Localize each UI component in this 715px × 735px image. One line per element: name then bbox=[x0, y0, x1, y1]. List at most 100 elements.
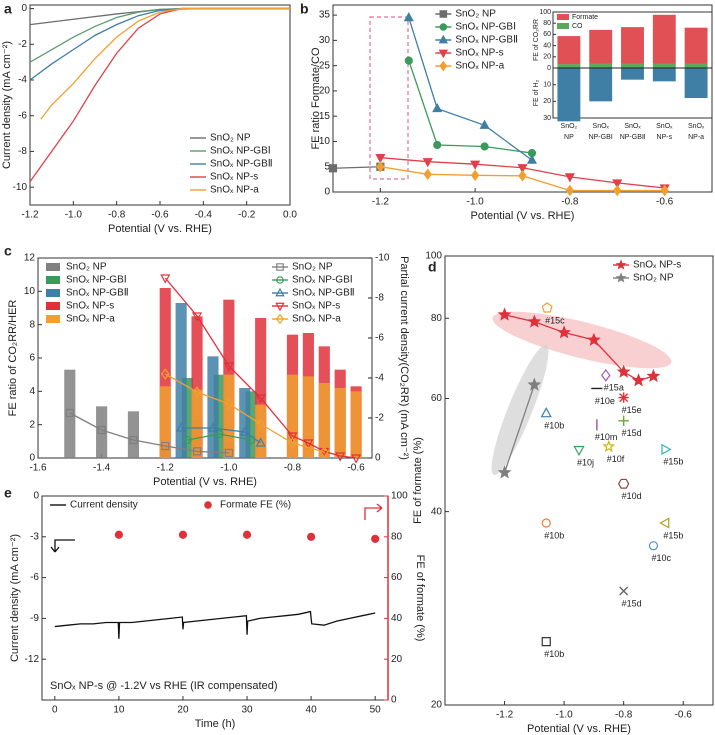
bar bbox=[255, 318, 267, 458]
y2-tick-label: 20 bbox=[543, 98, 551, 105]
data-point bbox=[288, 437, 297, 449]
x-tick-label: 10 bbox=[113, 705, 125, 716]
bar bbox=[223, 374, 235, 458]
data-point bbox=[239, 426, 250, 436]
y-tick-label: 80 bbox=[543, 20, 551, 27]
y-tick-label: 6 bbox=[29, 353, 35, 364]
legend-swatch bbox=[557, 23, 569, 29]
data-point bbox=[541, 518, 551, 528]
highlight-ellipse bbox=[491, 344, 549, 476]
data-point bbox=[335, 452, 346, 462]
legend-marker bbox=[439, 23, 448, 31]
data-point bbox=[618, 415, 629, 426]
y-tick-label: 60 bbox=[431, 393, 443, 404]
y2-axis-label: FE of formate (%) bbox=[414, 555, 426, 642]
category-label: SnO₂ bbox=[561, 123, 578, 130]
x-tick-label: -1.4 bbox=[93, 463, 111, 474]
x-tick-label: -0.4 bbox=[195, 210, 213, 221]
data-point bbox=[564, 173, 575, 183]
series-line bbox=[164, 373, 325, 453]
annotation: SnOₓ NP-s @ -1.2V vs RHE (IR compensated… bbox=[50, 680, 278, 692]
data-point bbox=[631, 373, 646, 387]
y2-tick-label: -10 bbox=[375, 253, 390, 264]
bar bbox=[175, 303, 187, 458]
legend-marker bbox=[438, 49, 449, 59]
legend-label: CO bbox=[572, 23, 583, 30]
y-tick-label: -2 bbox=[18, 39, 27, 50]
bar-down bbox=[589, 68, 613, 102]
data-point bbox=[518, 170, 527, 182]
bar bbox=[191, 389, 203, 458]
x-axis-label: Potential (V vs. RHE) bbox=[527, 723, 631, 735]
bar-segment bbox=[589, 29, 613, 64]
data-point bbox=[215, 429, 224, 439]
bar bbox=[286, 374, 299, 458]
y-tick-label: 0 bbox=[324, 187, 330, 198]
y-axis-label: FE ratio of CO₂RR/HER bbox=[7, 300, 19, 417]
bar-segment bbox=[684, 63, 708, 68]
legend-label: SnOₓ NP-GBⅡ bbox=[210, 159, 273, 170]
y2-tick-label: -8 bbox=[375, 293, 384, 304]
y-tick-label: 20 bbox=[431, 700, 443, 711]
data-point bbox=[192, 312, 203, 322]
legend-label: SnO₂ NP bbox=[455, 9, 496, 20]
x-tick-label: -0.2 bbox=[238, 210, 256, 221]
bar bbox=[127, 411, 139, 458]
y2-tick-label: 80 bbox=[391, 531, 403, 542]
legend-label: SnOₓ NP-GBⅡ bbox=[455, 35, 518, 46]
data-point bbox=[129, 435, 138, 445]
point-label: #15c bbox=[545, 315, 565, 325]
data-point bbox=[526, 154, 538, 164]
panel-label: c bbox=[4, 243, 12, 259]
bar bbox=[255, 404, 267, 458]
point-label: #15b bbox=[663, 457, 683, 467]
point-label: #15d bbox=[622, 598, 642, 608]
x-tick-label: -0.8 bbox=[615, 710, 633, 721]
bar bbox=[334, 388, 346, 458]
point-label: #10m bbox=[595, 432, 618, 442]
x-tick-label: -1.2 bbox=[496, 710, 514, 721]
series-line bbox=[164, 277, 357, 459]
point-label: #10b bbox=[544, 421, 564, 431]
data-point bbox=[617, 478, 630, 489]
y-tick-label: 0 bbox=[33, 491, 39, 502]
legend-label: SnO₂ NP bbox=[292, 262, 333, 273]
data-point bbox=[65, 408, 74, 418]
y-axis-label: FE of CO₂RR bbox=[533, 19, 540, 61]
bar-down bbox=[684, 68, 708, 98]
x-tick-label: -0.6 bbox=[151, 210, 169, 221]
data-point bbox=[192, 386, 202, 398]
data-point bbox=[223, 362, 234, 372]
y-tick-label: 15 bbox=[319, 111, 331, 122]
legend-label: SnOₓ NP-GBⅠ bbox=[455, 22, 516, 33]
y-tick-label: 25 bbox=[319, 60, 331, 71]
data-point bbox=[224, 448, 233, 458]
y-tick-label: 30 bbox=[319, 35, 331, 46]
legend-swatch bbox=[46, 276, 60, 284]
y-tick-label: -6 bbox=[18, 110, 27, 121]
data-point bbox=[404, 56, 413, 65]
panel-label: e bbox=[4, 485, 12, 501]
y-tick-label: 12 bbox=[24, 253, 36, 264]
data-point bbox=[602, 439, 616, 452]
bar bbox=[159, 288, 171, 458]
legend-swatch bbox=[46, 263, 60, 271]
series-line bbox=[69, 412, 229, 454]
x-tick-label: 50 bbox=[370, 705, 382, 716]
data-point bbox=[320, 446, 329, 458]
y2-axis-label: FE of H₂ bbox=[533, 79, 540, 106]
panel-label: b bbox=[300, 1, 309, 17]
data-point bbox=[160, 274, 171, 284]
panel-label: a bbox=[4, 1, 12, 17]
category-label: NP-s bbox=[657, 134, 673, 141]
y-tick-label: -9 bbox=[30, 613, 39, 624]
data-point bbox=[480, 142, 489, 151]
x-axis-label: Potential (V vs. RHE) bbox=[108, 223, 212, 235]
y-tick-label: -8 bbox=[18, 146, 27, 157]
data-point bbox=[307, 532, 316, 541]
panel-label: d bbox=[428, 259, 437, 275]
x-tick-label: -1.6 bbox=[29, 463, 47, 474]
data-point bbox=[256, 418, 265, 430]
legend-label: SnOₓ NP-a bbox=[292, 314, 341, 325]
